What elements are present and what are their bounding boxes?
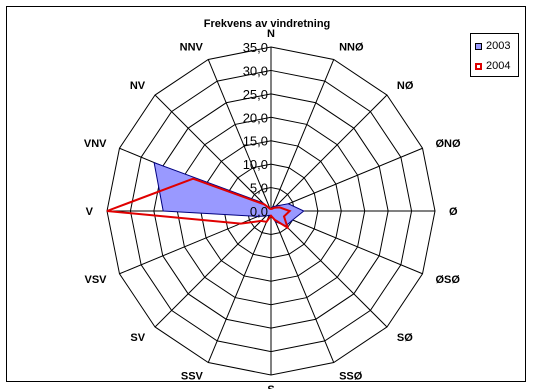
- radial-tick-label: 0,0: [250, 204, 268, 219]
- grid-spoke: [207, 210, 272, 363]
- legend-label-2004: 2004: [486, 60, 511, 72]
- legend-item-2003: 2003: [475, 39, 510, 53]
- category-label: SV: [130, 332, 145, 344]
- grid-spoke: [154, 94, 272, 212]
- grid-spoke: [270, 94, 388, 212]
- legend-item-2004: 2004: [475, 59, 510, 73]
- legend: 2003 2004: [470, 33, 519, 77]
- category-label: Ø: [449, 206, 458, 218]
- category-label: NØ: [397, 80, 414, 92]
- legend-swatch-2004: [475, 62, 482, 70]
- category-label: ØNØ: [436, 138, 462, 150]
- category-label: SØ: [397, 332, 413, 344]
- legend-swatch-2003: [475, 42, 482, 50]
- grid-spoke: [270, 147, 423, 212]
- radial-tick-label: 30,0: [243, 63, 268, 78]
- category-label: NNV: [180, 42, 204, 54]
- category-label: NV: [130, 80, 146, 92]
- grid-spoke: [270, 59, 335, 212]
- radial-tick-label: 35,0: [243, 40, 268, 55]
- grid-spoke: [270, 210, 388, 328]
- radial-tick-label: 5,0: [250, 181, 268, 196]
- category-label: V: [86, 206, 94, 218]
- category-label: N: [267, 28, 275, 40]
- radial-tick-label: 10,0: [243, 157, 268, 172]
- category-label: SSV: [181, 371, 204, 383]
- category-label: S: [267, 384, 274, 389]
- category-label: VSV: [84, 274, 107, 286]
- radial-tick-label: 20,0: [243, 110, 268, 125]
- category-label: SSØ: [339, 371, 363, 383]
- grid-spoke: [270, 210, 335, 363]
- category-label: NNØ: [339, 42, 364, 54]
- series-2003: [153, 161, 305, 227]
- legend-label-2003: 2003: [486, 40, 511, 52]
- category-label: ØSØ: [436, 274, 461, 286]
- grid-spoke: [207, 59, 272, 212]
- grid-spoke: [119, 210, 272, 275]
- grid-spoke: [270, 210, 423, 275]
- chart-title: Frekvens av vindretning: [203, 18, 331, 30]
- radial-tick-label: 15,0: [243, 134, 268, 149]
- radial-tick-label: 25,0: [243, 87, 268, 102]
- chart-frame: [6, 6, 526, 382]
- grid-spoke: [154, 210, 272, 328]
- series-2004: [106, 177, 292, 230]
- category-label: VNV: [84, 138, 107, 150]
